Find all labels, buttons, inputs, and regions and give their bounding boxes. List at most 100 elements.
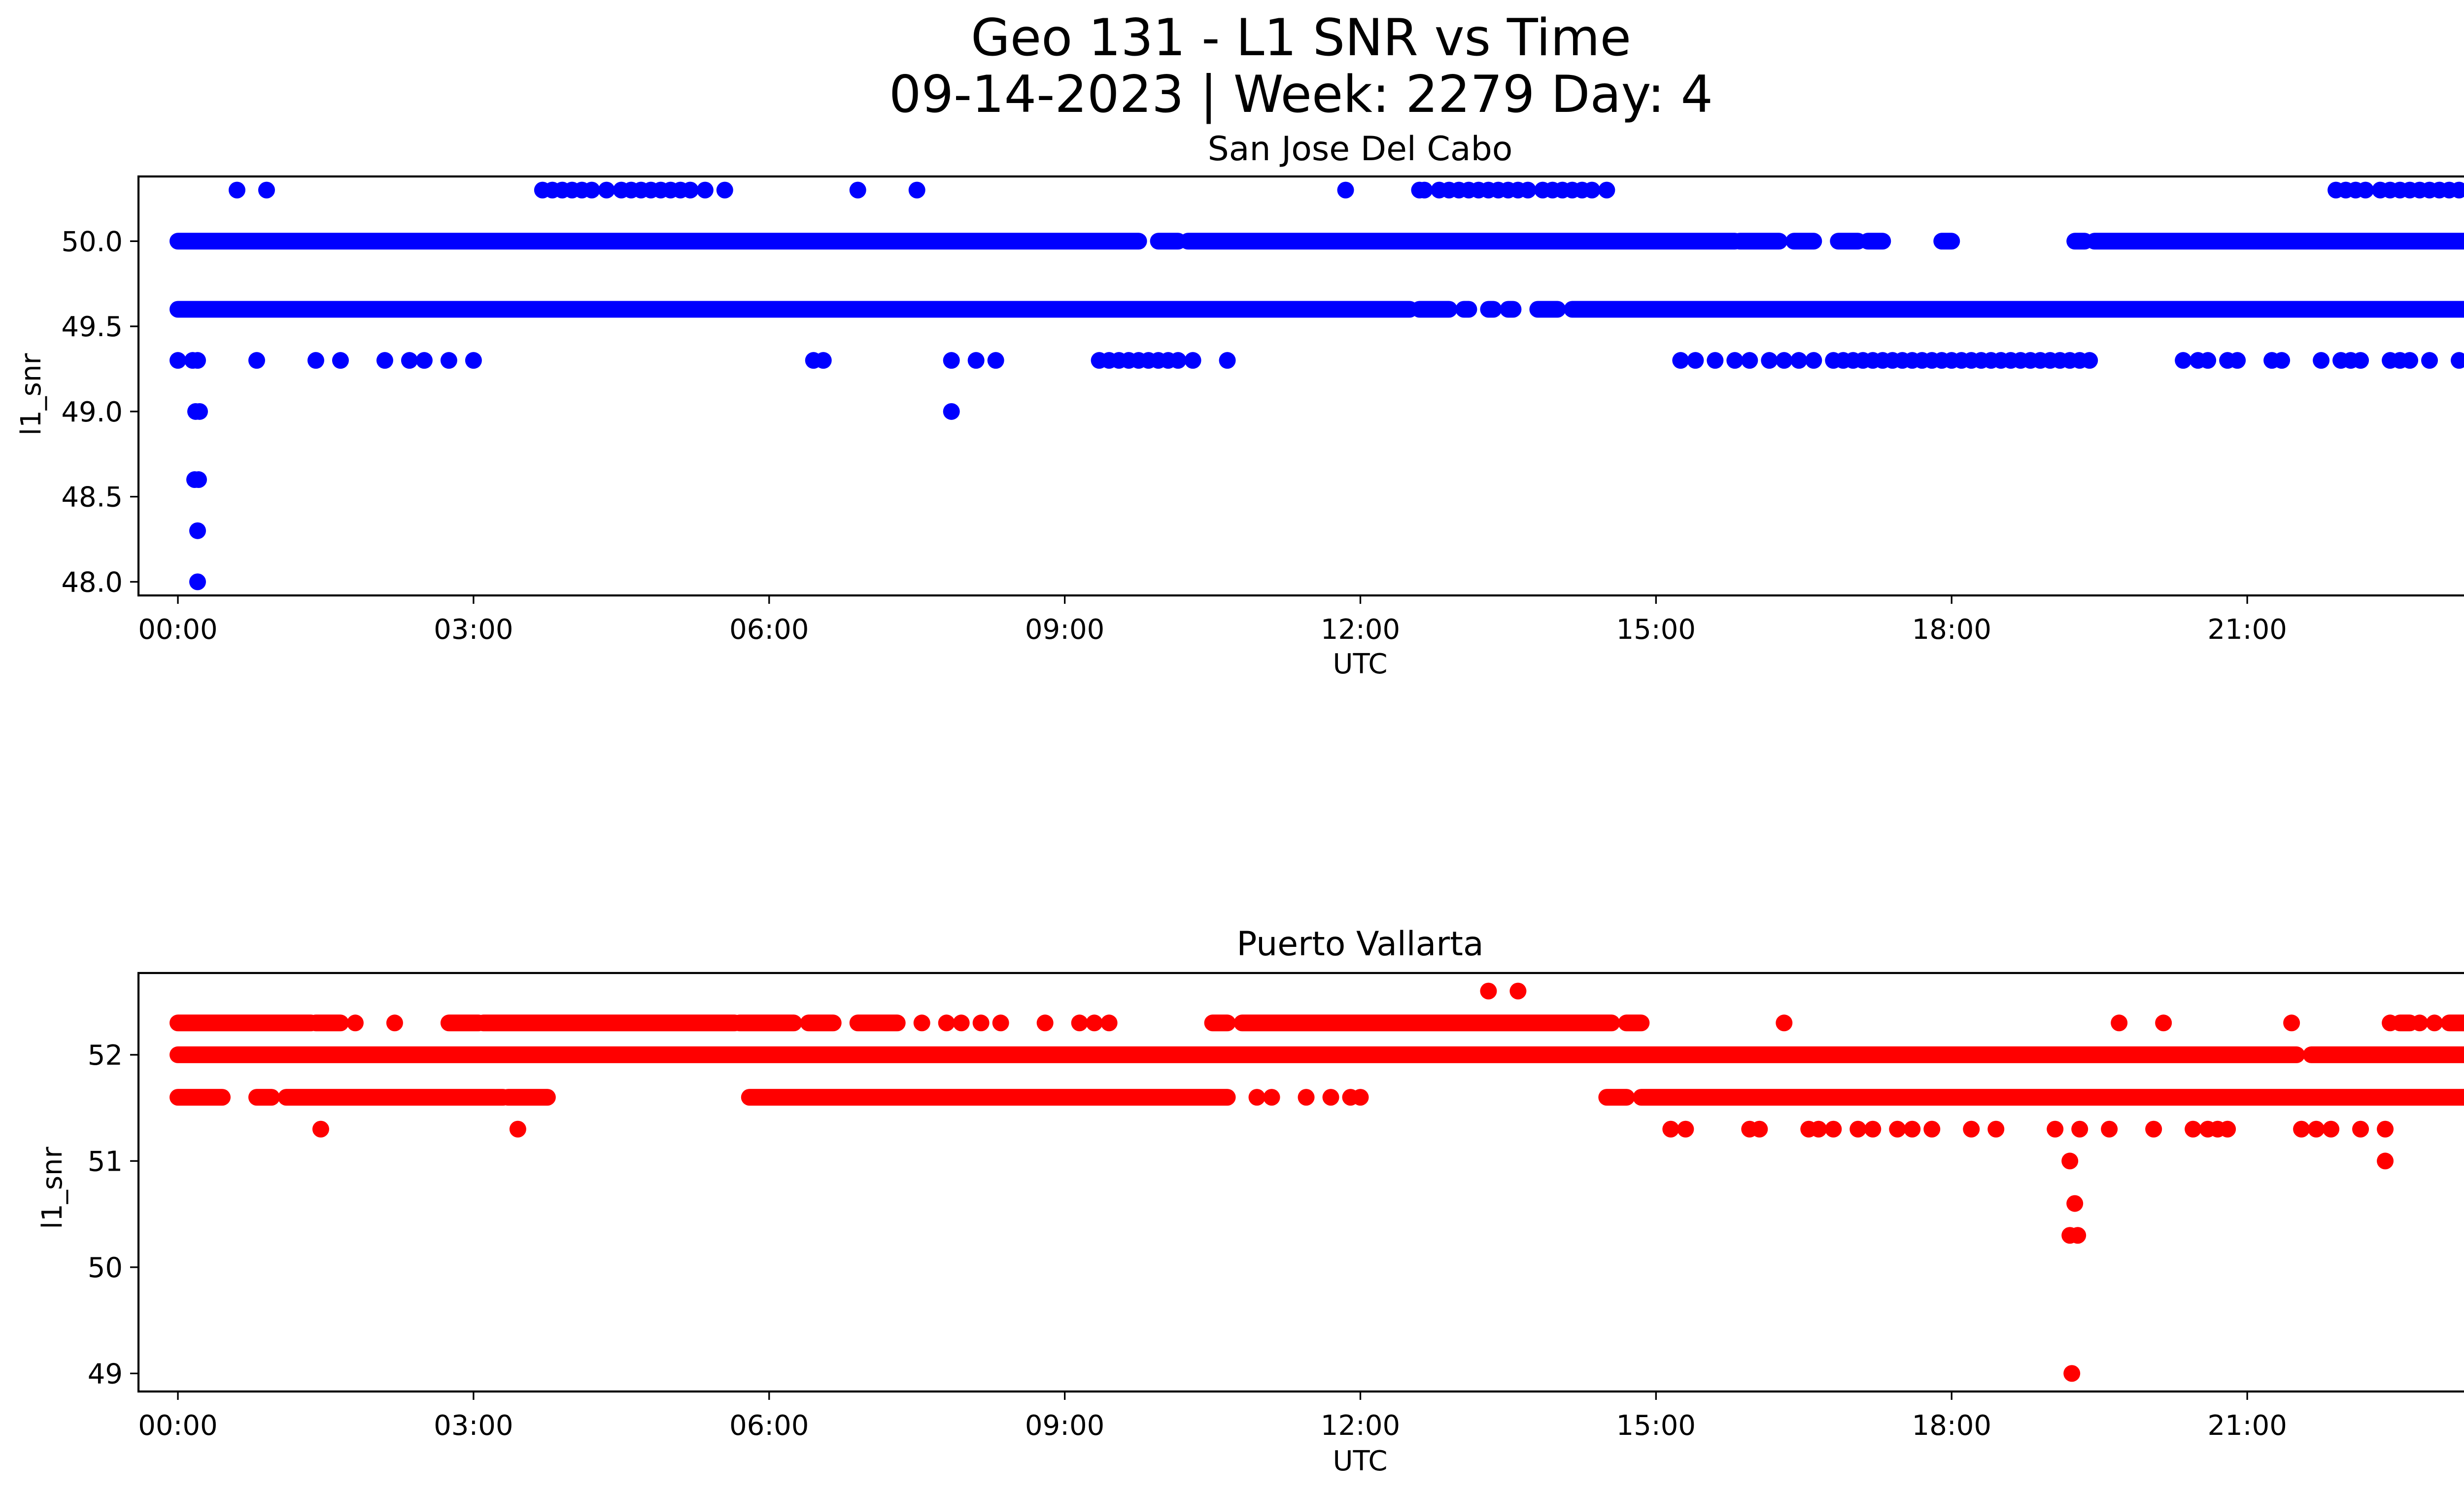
data-point <box>2219 1120 2236 1138</box>
data-point <box>1677 1120 1694 1138</box>
data-point <box>2101 1120 2118 1138</box>
x-tick-label: 09:00 <box>1025 614 1104 646</box>
y-tick-label: 48.0 <box>61 566 123 598</box>
x-tick-label: 06:00 <box>729 614 809 646</box>
data-point <box>2155 1014 2172 1032</box>
data-point <box>2071 1120 2088 1138</box>
data-point <box>2421 352 2438 369</box>
x-axis-label: UTC <box>1333 1445 1387 1477</box>
data-point <box>1509 982 1527 1000</box>
data-point <box>1687 352 1704 369</box>
data-point <box>1169 352 1187 369</box>
data-point <box>598 181 615 199</box>
data-point <box>2411 1014 2429 1032</box>
data-series <box>169 181 2464 591</box>
data-point <box>401 352 418 369</box>
data-point <box>696 181 714 199</box>
x-tick-label: 15:00 <box>1616 614 1696 646</box>
data-point <box>2145 1120 2162 1138</box>
data-point <box>2451 181 2464 199</box>
y-tick-label: 50 <box>88 1252 123 1284</box>
y-tick-label: 49 <box>88 1358 123 1390</box>
figure-title: Geo 131 - L1 SNR vs Time <box>971 8 1631 68</box>
x-tick-label: 18:00 <box>1912 1410 1991 1442</box>
data-point <box>2308 1120 2325 1138</box>
data-point <box>2229 352 2246 369</box>
chart-title: San Jose Del Cabo <box>1208 130 1513 169</box>
data-point <box>1776 352 1793 369</box>
x-tick-label: 03:00 <box>434 1410 513 1442</box>
data-point <box>1849 1120 1867 1138</box>
data-point <box>1480 982 1497 1000</box>
data-point <box>1741 352 1758 369</box>
data-point <box>2283 1014 2300 1032</box>
data-point <box>2175 352 2192 369</box>
x-tick-label: 06:00 <box>729 1410 809 1442</box>
data-point <box>440 352 457 369</box>
data-point <box>312 1120 329 1138</box>
data-point <box>2047 1120 2064 1138</box>
data-point <box>191 403 208 420</box>
chart-puerto-vallarta: Puerto Vallarta UTC l1_snr 00:00 03:00 06:… <box>36 925 2464 1477</box>
data-point <box>2377 1152 2394 1170</box>
data-point <box>1904 1120 1921 1138</box>
plot-frame <box>137 972 2464 1393</box>
x-tick-label: 09:00 <box>1025 1410 1104 1442</box>
data-point <box>1263 1089 1280 1106</box>
data-point <box>1761 352 1778 369</box>
data-point <box>2063 1365 2081 1382</box>
data-point <box>2401 352 2419 369</box>
data-point <box>1248 1089 1266 1106</box>
data-point <box>2185 1120 2202 1138</box>
data-point <box>1416 181 1433 199</box>
data-point <box>1889 1120 1906 1138</box>
x-tick-label: 12:00 <box>1321 1410 1400 1442</box>
y-axis-label: l1_snr <box>15 353 47 436</box>
data-point <box>682 181 699 199</box>
data-point <box>169 352 186 369</box>
data-point <box>2061 1152 2079 1170</box>
data-point <box>190 471 207 488</box>
data-point <box>415 352 433 369</box>
data-point <box>938 1014 955 1032</box>
data-point <box>258 181 275 199</box>
data-point <box>967 352 985 369</box>
data-point <box>2451 352 2464 369</box>
data-point <box>1672 352 1689 369</box>
data-point <box>1662 1120 1679 1138</box>
data-point <box>1776 1014 1793 1032</box>
data-point <box>2382 1014 2399 1032</box>
data-point <box>307 352 324 369</box>
data-point <box>1322 1089 1339 1106</box>
data-point <box>1825 1120 1842 1138</box>
data-point <box>987 352 1004 369</box>
x-tick-label: 21:00 <box>2207 1410 2287 1442</box>
data-point <box>2313 352 2330 369</box>
data-point <box>509 1120 526 1138</box>
data-point <box>972 1014 990 1032</box>
data-point <box>1810 1120 1827 1138</box>
data-point <box>943 352 960 369</box>
data-point <box>913 1014 930 1032</box>
data-point <box>2461 183 2464 197</box>
data-point <box>376 352 393 369</box>
data-point <box>248 352 265 369</box>
x-axis-label: UTC <box>1333 648 1387 680</box>
data-point <box>2081 352 2098 369</box>
x-tick-label: 15:00 <box>1616 1410 1696 1442</box>
figure-subtitle: 09-14-2023 | Week: 2279 Day: 4 <box>889 65 1713 124</box>
data-point <box>2293 1120 2310 1138</box>
data-series <box>169 982 2464 1382</box>
data-point <box>1352 1089 1369 1106</box>
data-point <box>815 352 832 369</box>
data-point <box>2323 1120 2340 1138</box>
y-tick-label: 51 <box>88 1146 123 1178</box>
data-point <box>1219 352 1236 369</box>
data-point <box>189 352 206 369</box>
data-point <box>1987 1120 2005 1138</box>
data-point <box>908 181 925 199</box>
data-point <box>1100 1014 1118 1032</box>
data-point <box>583 181 600 199</box>
y-axis-label: l1_snr <box>36 1147 68 1229</box>
